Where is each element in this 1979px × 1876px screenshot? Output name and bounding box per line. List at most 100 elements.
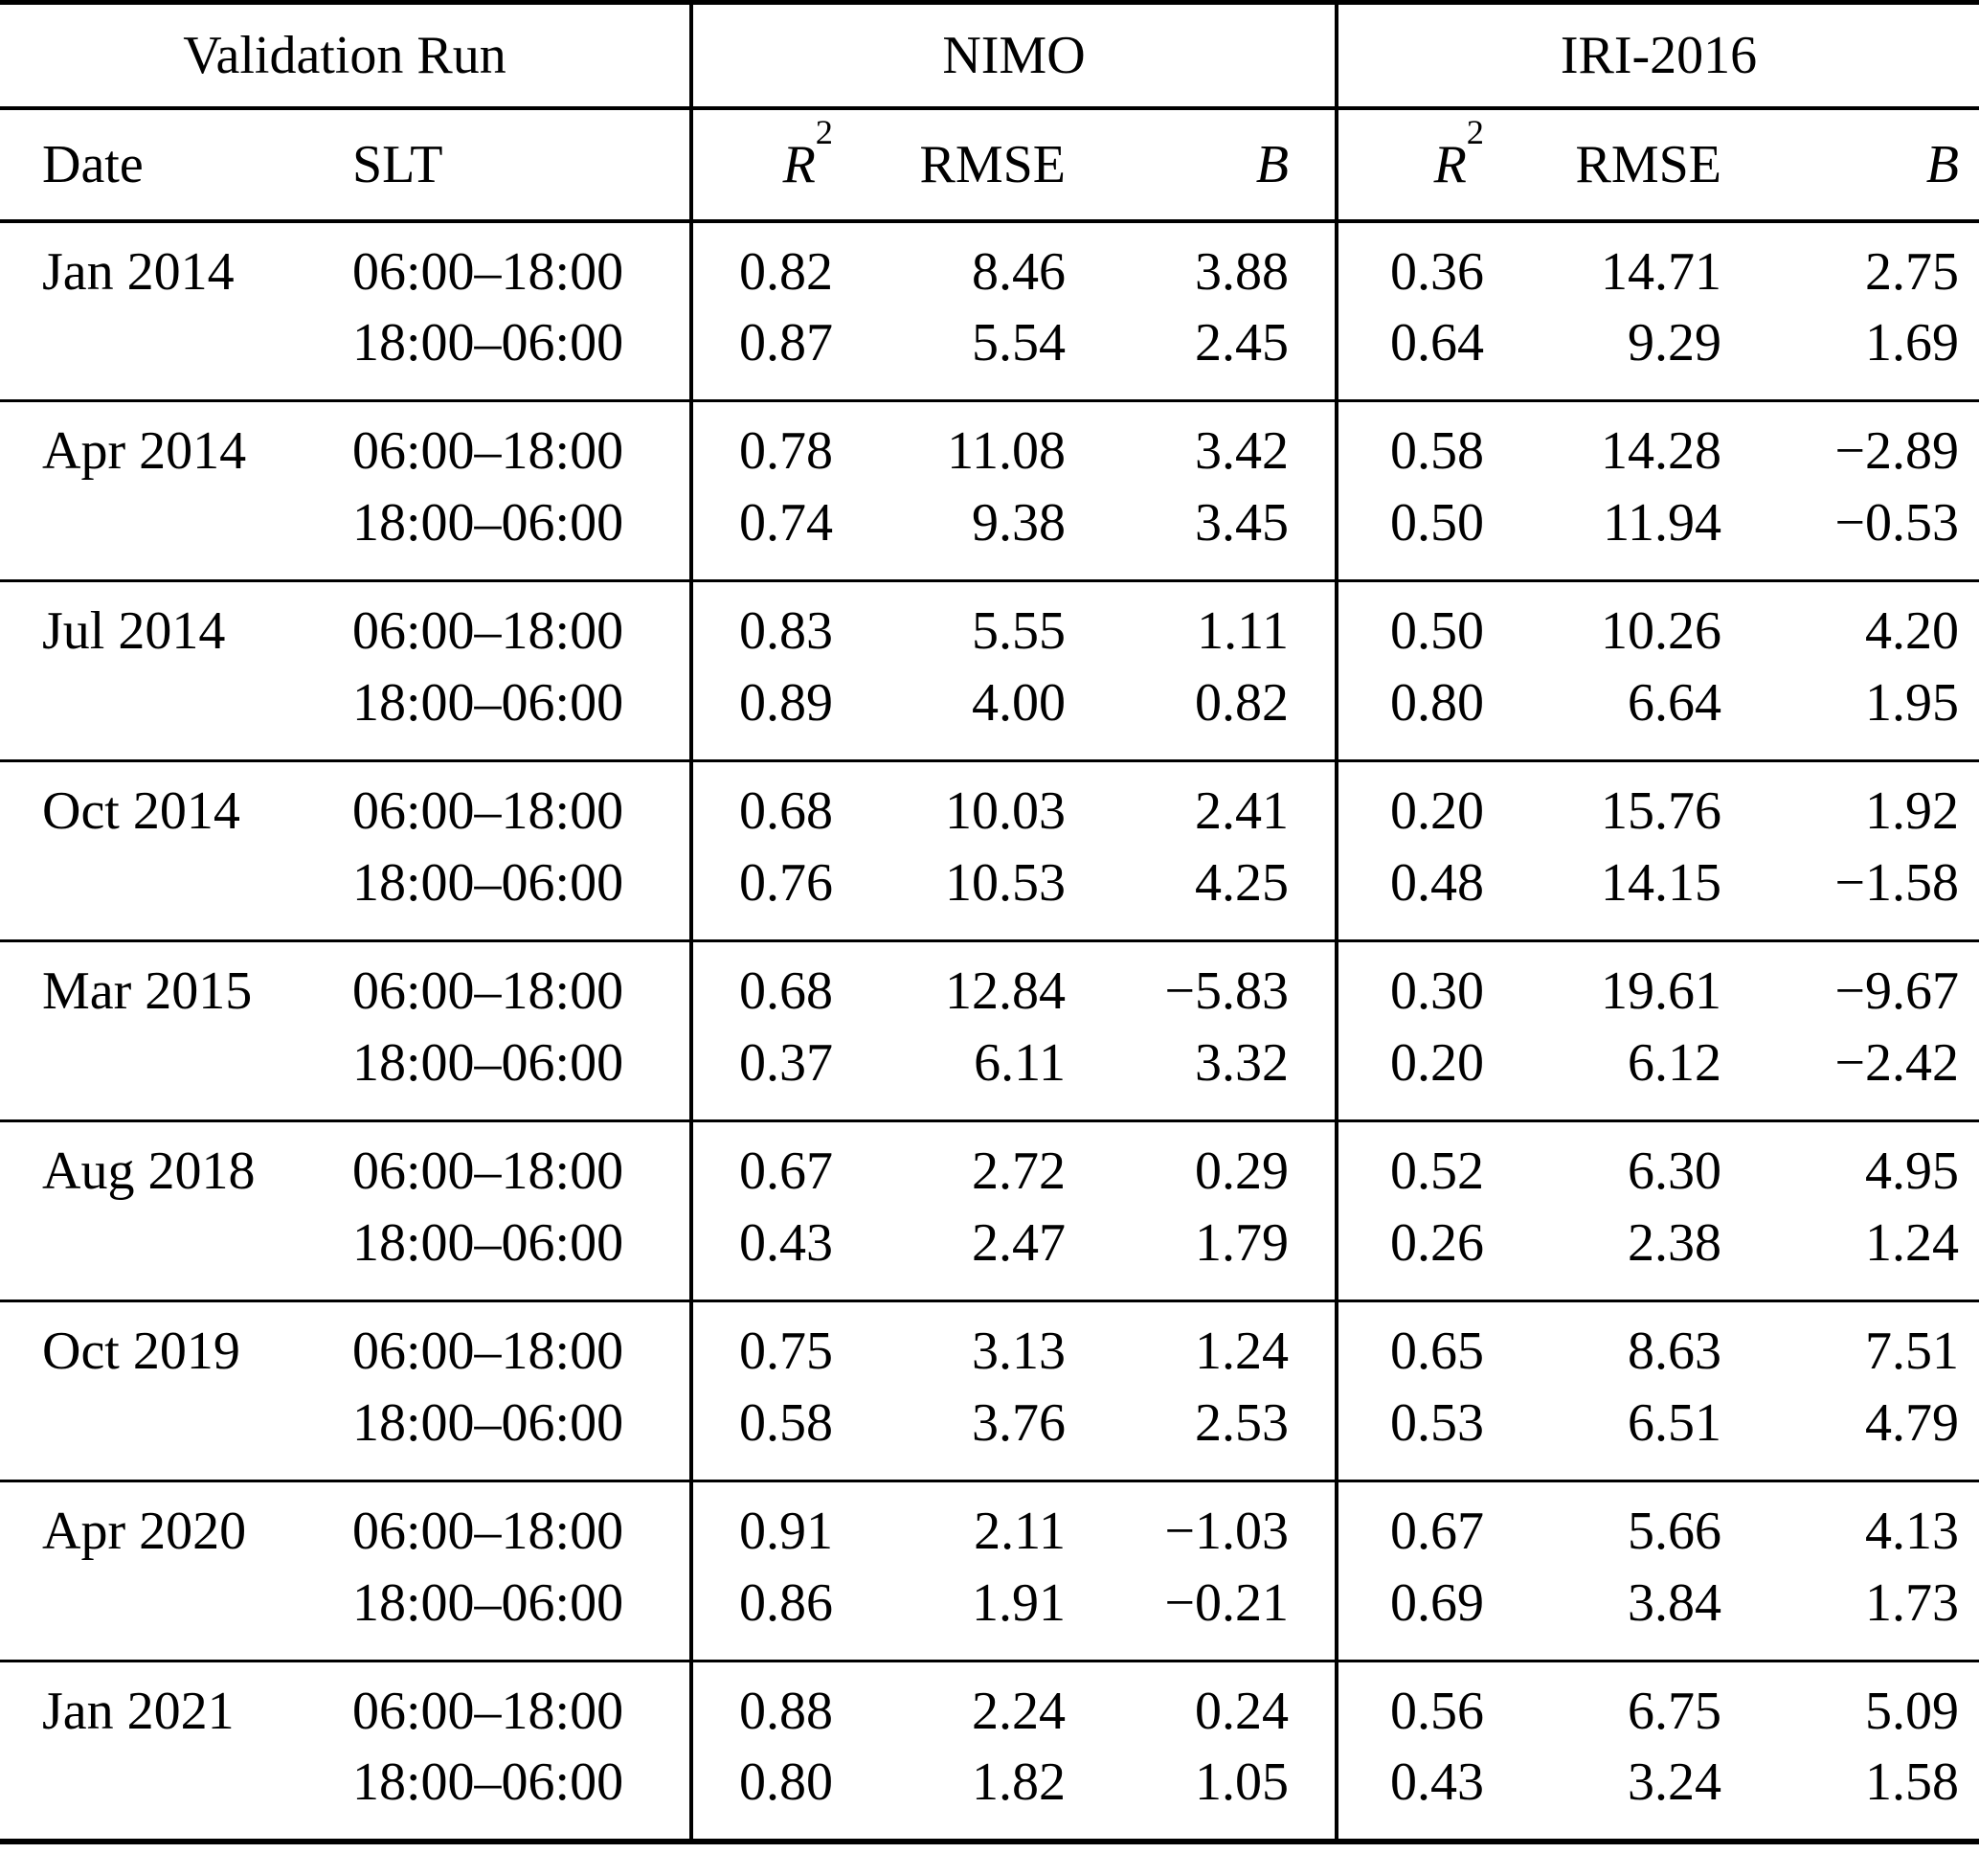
nimo-rmse-cell: 3.76 — [972, 1392, 1066, 1453]
group-mar-2015: Mar 2015 06:00–18:00 0.68 12.84 −5.83 0.… — [0, 940, 1979, 1121]
nimo-r2-cell: 0.83 — [689, 580, 843, 667]
table-row: 18:00–06:00 0.89 4.00 0.82 0.80 6.64 1.9… — [0, 667, 1979, 761]
slt-column-header: SLT — [345, 107, 691, 223]
header-group-row: Validation Run NIMO IRI-2016 — [0, 2, 1979, 110]
nimo-r2-cell: 0.76 — [689, 847, 843, 941]
nimo-b-cell: 1.05 — [1195, 1752, 1289, 1812]
nimo-r2-cell: 0.89 — [689, 667, 843, 761]
nimo-b-cell: 1.24 — [1195, 1322, 1289, 1382]
iri-rmse-cell: 14.15 — [1601, 852, 1721, 913]
iri-rmse-cell: 9.29 — [1628, 312, 1721, 373]
slt-cell: 06:00–18:00 — [352, 781, 624, 842]
nimo-rmse-cell: 2.47 — [972, 1212, 1066, 1273]
nimo-r2-cell: 0.87 — [689, 306, 843, 401]
nimo-b-cell: 2.53 — [1195, 1392, 1289, 1453]
nimo-rmse-cell: 9.38 — [972, 492, 1066, 553]
nimo-r2-cell: 0.86 — [689, 1567, 843, 1661]
iri-b-cell: 1.24 — [1865, 1212, 1960, 1273]
iri-b-cell: 4.95 — [1865, 1141, 1960, 1202]
iri-b-cell: −0.53 — [1834, 492, 1960, 553]
date-cell — [0, 1208, 345, 1301]
nimo-rmse-cell: 2.72 — [972, 1141, 1066, 1202]
iri-b-cell: −2.42 — [1834, 1032, 1960, 1093]
group-jan-2021: Jan 2021 06:00–18:00 0.88 2.24 0.24 0.56… — [0, 1661, 1979, 1842]
table-header: Validation Run NIMO IRI-2016 Date SLT R2… — [0, 2, 1979, 223]
iri-rmse-cell: 6.12 — [1628, 1032, 1721, 1093]
slt-cell: 18:00–06:00 — [352, 492, 624, 553]
nimo-r2-cell: 0.80 — [689, 1747, 843, 1842]
table-row: Jan 2014 06:00–18:00 0.82 8.46 3.88 0.36… — [0, 220, 1979, 307]
nimo-r2-cell: 0.88 — [689, 1661, 843, 1748]
table-row: 18:00–06:00 0.58 3.76 2.53 0.53 6.51 4.7… — [0, 1387, 1979, 1481]
nimo-b-cell: 2.45 — [1195, 312, 1289, 373]
nimo-rmse-cell: 10.03 — [945, 781, 1066, 842]
table-row: 18:00–06:00 0.37 6.11 3.32 0.20 6.12 −2.… — [0, 1027, 1979, 1121]
nimo-rmse-cell: 2.24 — [972, 1682, 1066, 1742]
nimo-r2-cell: 0.43 — [689, 1207, 843, 1301]
iri-b-cell: −2.89 — [1834, 421, 1960, 482]
nimo-b-cell: −1.03 — [1164, 1502, 1289, 1562]
table-row: Apr 2014 06:00–18:00 0.78 11.08 3.42 0.5… — [0, 400, 1979, 487]
table-row: 18:00–06:00 0.74 9.38 3.45 0.50 11.94 −0… — [0, 486, 1979, 581]
table-row: 18:00–06:00 0.80 1.82 1.05 0.43 3.24 1.5… — [0, 1747, 1979, 1842]
nimo-rmse-cell: 11.08 — [947, 421, 1066, 482]
table-row: Apr 2020 06:00–18:00 0.91 2.11 −1.03 0.6… — [0, 1480, 1979, 1568]
slt-cell: 06:00–18:00 — [352, 421, 624, 482]
iri-b-cell: 7.51 — [1865, 1322, 1960, 1382]
slt-cell: 18:00–06:00 — [352, 1752, 624, 1812]
table-row: Oct 2014 06:00–18:00 0.68 10.03 2.41 0.2… — [0, 760, 1979, 848]
date-column-header: Date — [0, 107, 345, 223]
group-jan-2014: Jan 2014 06:00–18:00 0.82 8.46 3.88 0.36… — [0, 220, 1979, 401]
iri-rmse-cell: 14.71 — [1601, 241, 1721, 302]
iri-r2-cell: 0.58 — [1335, 400, 1494, 487]
group-apr-2020: Apr 2020 06:00–18:00 0.91 2.11 −1.03 0.6… — [0, 1480, 1979, 1661]
iri-b-cell: 4.13 — [1865, 1502, 1960, 1562]
table-row: Jul 2014 06:00–18:00 0.83 5.55 1.11 0.50… — [0, 580, 1979, 667]
iri-rmse-cell: 10.26 — [1601, 601, 1721, 662]
date-cell — [0, 667, 345, 761]
nimo-rmse-cell: 5.54 — [972, 312, 1066, 373]
iri-rmse-cell: 6.30 — [1628, 1141, 1721, 1202]
table-row: Jan 2021 06:00–18:00 0.88 2.24 0.24 0.56… — [0, 1661, 1979, 1748]
nimo-rmse-column-header: RMSE — [843, 107, 1072, 223]
r2-superscript: 2 — [815, 112, 833, 151]
iri-r2-cell: 0.30 — [1335, 940, 1494, 1028]
iri-rmse-cell: 11.94 — [1603, 492, 1721, 553]
iri-rmse-cell: 3.84 — [1628, 1572, 1721, 1633]
iri-rmse-cell: 14.28 — [1601, 421, 1721, 482]
iri-b-cell: −1.58 — [1834, 852, 1960, 913]
date-cell: Jul 2014 — [42, 601, 226, 662]
nimo-r2-cell: 0.68 — [689, 940, 843, 1028]
table-row: Aug 2018 06:00–18:00 0.67 2.72 0.29 0.52… — [0, 1120, 1979, 1208]
iri-group-header: IRI-2016 — [1334, 2, 1979, 110]
iri-r2-cell: 0.67 — [1335, 1480, 1494, 1568]
nimo-b-cell: −5.83 — [1164, 961, 1289, 1022]
nimo-r2-cell: 0.82 — [689, 220, 843, 307]
nimo-b-cell: −0.21 — [1164, 1572, 1289, 1633]
r2-symbol: R — [782, 134, 816, 194]
iri-rmse-cell: 15.76 — [1601, 781, 1721, 842]
iri-rmse-cell: 6.64 — [1628, 672, 1721, 733]
slt-cell: 18:00–06:00 — [352, 1212, 624, 1273]
iri-r2-cell: 0.52 — [1335, 1120, 1494, 1208]
nimo-r2-cell: 0.37 — [689, 1027, 843, 1121]
iri-b-column-header: B — [1728, 107, 1979, 223]
nimo-r2-cell: 0.74 — [689, 486, 843, 581]
nimo-b-column-header: B — [1072, 107, 1337, 223]
iri-b-cell: 1.95 — [1865, 672, 1960, 733]
group-oct-2019: Oct 2019 06:00–18:00 0.75 3.13 1.24 0.65… — [0, 1300, 1979, 1481]
iri-r2-cell: 0.50 — [1335, 580, 1494, 667]
date-cell: Oct 2019 — [42, 1322, 240, 1382]
iri-b-cell: −9.67 — [1834, 961, 1960, 1022]
nimo-b-cell: 3.42 — [1195, 421, 1289, 482]
iri-r2-cell: 0.69 — [1335, 1567, 1494, 1661]
nimo-group-header: NIMO — [689, 2, 1337, 110]
nimo-rmse-cell: 4.00 — [972, 672, 1066, 733]
group-jul-2014: Jul 2014 06:00–18:00 0.83 5.55 1.11 0.50… — [0, 580, 1979, 761]
iri-r2-cell: 0.64 — [1335, 306, 1494, 401]
date-cell — [0, 1388, 345, 1481]
nimo-r2-cell: 0.67 — [689, 1120, 843, 1208]
date-cell: Apr 2014 — [42, 421, 247, 482]
iri-b-cell: 1.92 — [1865, 781, 1960, 842]
